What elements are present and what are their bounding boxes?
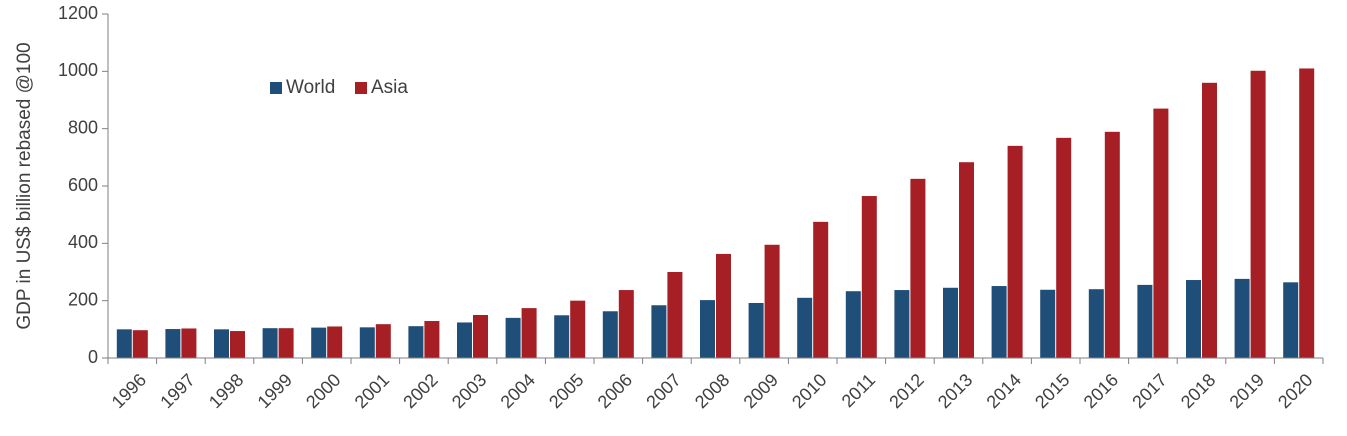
bar-asia-2014 (1007, 145, 1023, 358)
bar-asia-2012 (910, 178, 926, 358)
bar-world-2004 (505, 317, 521, 358)
x-tick-label: 2008 (691, 370, 733, 412)
bar-asia-2006 (618, 290, 634, 358)
y-tick-label: 0 (88, 347, 98, 367)
bar-asia-2016 (1104, 131, 1120, 358)
x-tick-label: 2007 (642, 370, 684, 412)
bar-asia-2005 (570, 300, 586, 358)
x-tick-label: 2016 (1080, 370, 1122, 412)
x-axis-ticks: 1996 1997 1998 1999 2000 2001 2002 2003 2004 2005… (107, 358, 1324, 412)
bar-asia-2018 (1202, 82, 1217, 359)
bar-world-2006 (602, 311, 618, 358)
y-tick-label: 400 (68, 232, 98, 252)
x-tick-label: 1997 (156, 370, 198, 412)
legend-label-world: World (286, 77, 335, 98)
x-tick-label: 1999 (254, 370, 296, 412)
legend-swatch-world (270, 82, 282, 94)
x-tick-label: 2019 (1226, 370, 1268, 412)
x-tick-label: 2013 (934, 370, 976, 412)
x-tick-label: 2015 (1031, 370, 1073, 412)
bar-asia-2010 (813, 221, 829, 358)
x-tick-label: 2001 (351, 370, 393, 412)
legend-label-asia: Asia (371, 77, 408, 98)
bar-asia-2011 (861, 196, 877, 358)
x-tick-label: 2014 (983, 370, 1025, 412)
bar-world-2011 (845, 291, 861, 358)
y-tick-label: 1000 (58, 60, 98, 80)
bar-world-1996 (116, 329, 132, 358)
bar-asia-2008 (716, 253, 731, 358)
bar-world-2018 (1186, 280, 1201, 358)
bar-asia-2020 (1299, 68, 1315, 358)
y-tick-label: 1200 (58, 3, 98, 23)
bar-world-2005 (554, 315, 570, 358)
bar-world-1999 (262, 328, 278, 358)
y-tick-label: 800 (68, 117, 98, 137)
bar-asia-2003 (473, 315, 488, 358)
bar-world-2000 (311, 327, 327, 358)
bar-asia-2019 (1250, 70, 1266, 358)
bar-asia-2004 (521, 308, 537, 358)
bar-world-2016 (1088, 289, 1104, 358)
bar-world-1998 (214, 329, 229, 358)
x-tick-label: 2017 (1128, 370, 1170, 412)
bar-asia-2000 (327, 326, 343, 358)
bar-asia-1998 (230, 331, 245, 358)
x-tick-label: 2010 (788, 370, 830, 412)
bar-world-1997 (165, 329, 181, 358)
bar-world-2003 (457, 322, 472, 358)
y-tick-label: 600 (68, 175, 98, 195)
x-tick-label: 2000 (302, 370, 344, 412)
bar-asia-2007 (667, 272, 683, 358)
bar-world-2015 (1040, 289, 1056, 358)
bar-asia-2015 (1056, 137, 1072, 358)
x-tick-label: 1998 (205, 370, 247, 412)
bar-world-2013 (943, 287, 958, 358)
y-tick-label: 200 (68, 289, 98, 309)
bar-world-2002 (408, 326, 424, 358)
x-tick-label: 2009 (740, 370, 782, 412)
x-tick-label: 2018 (1177, 370, 1219, 412)
x-tick-label: 2012 (885, 370, 927, 412)
x-tick-label: 2004 (497, 370, 539, 412)
x-tick-label: 2011 (838, 370, 880, 412)
bar-asia-1997 (181, 328, 197, 358)
bar-world-2020 (1283, 282, 1299, 358)
bar-world-2001 (359, 327, 375, 358)
bar-world-2014 (991, 286, 1007, 358)
plot-area (116, 68, 1315, 359)
bar-world-2007 (651, 305, 667, 358)
bar-world-2012 (894, 290, 910, 358)
bar-asia-2002 (424, 321, 440, 358)
bar-world-2009 (748, 302, 764, 358)
bar-world-2019 (1234, 278, 1250, 358)
x-tick-label: 1996 (108, 370, 150, 412)
bar-asia-2001 (375, 324, 391, 358)
bar-asia-1996 (132, 330, 148, 358)
x-tick-label: 2003 (448, 370, 490, 412)
bar-world-2017 (1137, 284, 1153, 358)
y-axis-title: GDP in US$ billion rebased @100 (14, 42, 35, 329)
bar-world-2008 (700, 300, 715, 358)
bar-world-2010 (797, 297, 813, 358)
x-tick-label: 2006 (594, 370, 636, 412)
bar-asia-2009 (764, 244, 780, 358)
x-tick-label: 2002 (399, 370, 441, 412)
y-axis-ticks: 0 200 400 600 800 1000 1200 (58, 3, 108, 367)
bar-asia-2013 (959, 162, 974, 358)
bar-asia-2017 (1153, 108, 1169, 358)
bar-asia-1999 (278, 328, 294, 358)
x-tick-label: 2005 (545, 370, 587, 412)
x-tick-label: 2020 (1274, 370, 1316, 412)
legend: World Asia (270, 77, 408, 98)
legend-swatch-asia (355, 82, 367, 94)
